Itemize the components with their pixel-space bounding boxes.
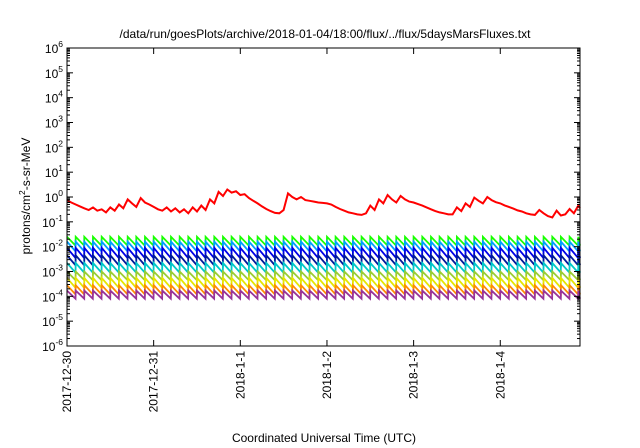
x-tick-label: 2018-1-2: [320, 351, 334, 399]
y-tick-label: 101: [45, 163, 63, 180]
y-axis-label-part-1: protons/cm: [19, 195, 33, 254]
y-axis-label-superscript: 2: [17, 190, 27, 195]
y-tick-label: 100: [45, 188, 63, 205]
plot-frame: [66, 47, 581, 347]
y-tick-exponent: 0: [58, 188, 63, 198]
series-line-10: [66, 288, 581, 301]
y-ticks: 10-610-510-410-310-210-11001011021031041…: [42, 39, 580, 354]
y-tick-label: 10-4: [42, 287, 63, 304]
y-tick-base: 10: [42, 241, 56, 255]
y-tick-exponent: 1: [58, 163, 63, 173]
y-tick-base: 10: [45, 166, 59, 180]
y-tick-label: 102: [45, 138, 63, 155]
y-tick-label: 103: [45, 114, 63, 131]
chart-title: /data/run/goesPlots/archive/2018-01-04/1…: [120, 27, 532, 41]
y-tick-label: 10-1: [42, 213, 63, 230]
y-tick-base: 10: [45, 42, 59, 56]
y-tick-exponent: -5: [55, 312, 63, 322]
y-tick-exponent: 5: [58, 64, 63, 74]
y-tick-label: 10-5: [42, 312, 63, 329]
y-tick-base: 10: [42, 266, 56, 280]
series-line-1: [66, 188, 581, 219]
y-axis-label: protons/cm2-s-sr-MeV: [17, 138, 33, 255]
y-tick-base: 10: [42, 290, 56, 304]
y-tick-exponent: 4: [58, 89, 63, 99]
x-tick-label: 2018-1-3: [407, 351, 421, 399]
y-tick-base: 10: [45, 67, 59, 81]
y-tick-label: 106: [45, 39, 63, 56]
y-tick-base: 10: [42, 216, 56, 230]
x-tick-label: 2018-1-4: [493, 351, 507, 399]
x-tick-label: 2018-1-1: [233, 351, 247, 399]
x-axis-label: Coordinated Universal Time (UTC): [232, 431, 416, 445]
y-tick-base: 10: [45, 141, 59, 155]
y-tick-exponent: -3: [55, 263, 63, 273]
y-tick-exponent: -4: [55, 287, 63, 297]
y-tick-label: 105: [45, 64, 63, 81]
y-tick-exponent: 6: [58, 39, 63, 49]
y-tick-exponent: 2: [58, 138, 63, 148]
y-tick-base: 10: [42, 340, 56, 354]
y-tick-label: 10-3: [42, 263, 63, 280]
y-tick-label: 104: [45, 89, 63, 106]
svg-text:protons/cm2-s-sr-MeV: protons/cm2-s-sr-MeV: [17, 138, 33, 255]
x-tick-label: 2017-12-31: [147, 351, 161, 413]
y-tick-label: 10-2: [42, 238, 63, 255]
y-tick-exponent: 3: [58, 114, 63, 124]
y-tick-exponent: -2: [55, 238, 63, 248]
y-tick-base: 10: [45, 117, 59, 131]
y-tick-base: 10: [45, 92, 59, 106]
y-tick-base: 10: [42, 315, 56, 329]
y-axis-label-part-2: -s-sr-MeV: [19, 138, 33, 191]
y-tick-label: 10-6: [42, 337, 63, 354]
y-tick-exponent: -6: [55, 337, 63, 347]
x-tick-label: 2017-12-30: [60, 351, 74, 413]
y-tick-exponent: -1: [55, 213, 63, 223]
series-layer: [66, 188, 581, 301]
x-ticks: 2017-12-30 2017-12-31 2018-1-1 2018-1-2 2018…: [60, 48, 507, 412]
y-tick-base: 10: [45, 191, 59, 205]
